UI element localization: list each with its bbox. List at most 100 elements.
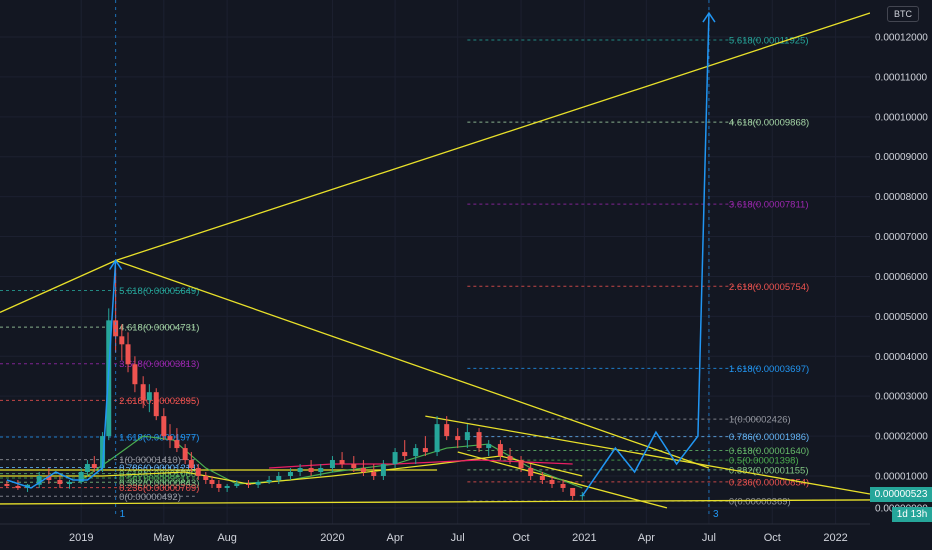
- vertical-marker-label: 1: [120, 509, 126, 520]
- last-price-label: 0.00000523: [870, 487, 932, 502]
- trendline: [115, 259, 710, 469]
- candle-body: [78, 472, 84, 482]
- price-tick-label: 0.00008000: [875, 192, 928, 203]
- candle-body: [276, 476, 282, 480]
- candle-body: [402, 452, 408, 457]
- fib-left-level-label: 0.382(0.00000843): [119, 478, 199, 489]
- candle-body: [464, 432, 470, 441]
- fib-left-level-label: 0.236(0.00000709): [119, 483, 199, 494]
- candle-body: [188, 460, 194, 469]
- candle-body: [100, 436, 106, 469]
- fibonacci-extensions[interactable]: 5.618(0.00005649) 4.618(0.00004731) 3.618(…: [0, 35, 809, 508]
- fib-left-level-label: 1(0.00001410): [119, 455, 181, 466]
- candle-body: [444, 424, 450, 437]
- vertical-marker-label: 3: [713, 509, 719, 520]
- candle-body: [528, 468, 534, 476]
- candle-body: [209, 479, 215, 484]
- candle-body: [422, 448, 428, 453]
- candle-body: [539, 476, 545, 480]
- candle-body: [287, 472, 293, 476]
- time-tick-label: May: [153, 532, 174, 544]
- candle-body: [195, 468, 201, 476]
- candle-body: [518, 460, 524, 469]
- candle-body: [371, 472, 377, 476]
- fib-right-level-label: 2.618(0.00005754): [729, 282, 809, 293]
- candle-body: [318, 468, 324, 473]
- candle-body: [360, 468, 366, 473]
- candle-body: [255, 481, 261, 485]
- time-tick-label: 2020: [320, 532, 344, 544]
- symbol-badge[interactable]: BTC: [887, 6, 919, 22]
- fib-left-level-label: 0(0.00000492): [119, 492, 181, 503]
- candle-body: [91, 464, 97, 469]
- time-tick-label: Apr: [638, 532, 655, 544]
- candle-body: [224, 485, 230, 488]
- trendline: [115, 12, 871, 262]
- price-tick-label: 0.00009000: [875, 152, 928, 163]
- candle-body: [182, 448, 188, 461]
- candle-body: [339, 460, 345, 465]
- trendline: [0, 259, 116, 313]
- price-tick-label: 0.00005000: [875, 312, 928, 323]
- projection-arrowhead: [702, 11, 716, 23]
- price-tick-label: 0.00011000: [875, 72, 928, 83]
- fib-right-level-label: 1(0.00002426): [729, 415, 791, 426]
- time-tick-label: 2019: [69, 532, 93, 544]
- fib-right-level-label: 4.618(0.00009868): [729, 118, 809, 129]
- candle-body: [15, 485, 21, 488]
- time-tick-label: Oct: [764, 532, 781, 544]
- fib-left-level-label: 0.5(0.00000951): [119, 473, 189, 484]
- candle-body: [161, 416, 167, 437]
- candle-body: [146, 392, 152, 401]
- price-tick-label: 0.00003000: [875, 392, 928, 403]
- projection-path: [6, 260, 117, 489]
- time-tick-label: Jul: [451, 532, 465, 544]
- candle-body: [549, 479, 555, 484]
- trendline: [425, 415, 871, 495]
- candle-body: [4, 483, 10, 486]
- candle-body: [167, 436, 173, 441]
- fib-left-level-label: 4.618(0.00004731): [119, 323, 199, 334]
- fib-left-level-label: 0.618(0.00001060): [119, 469, 199, 480]
- moving-average-line: [269, 459, 573, 469]
- price-tick-label: 0.00007000: [875, 232, 928, 243]
- candle-body: [380, 464, 386, 476]
- time-tick-label: Jul: [702, 532, 716, 544]
- candle-body: [174, 440, 180, 449]
- candle-body: [476, 432, 482, 449]
- price-tick-label: 0.00002000: [875, 432, 928, 443]
- candle-body: [119, 336, 125, 345]
- fib-right-level-label: 0(0.00000369): [729, 497, 791, 508]
- fib-left-level-label: 2.618(0.00002895): [119, 396, 199, 407]
- fib-left-level-label: 0.786(0.00001214): [119, 463, 199, 474]
- candle-body: [125, 344, 131, 365]
- candle-body: [153, 392, 159, 417]
- candle-body: [560, 483, 566, 488]
- candle-body: [113, 320, 119, 337]
- candle-body: [486, 444, 492, 449]
- candle-body: [266, 479, 272, 482]
- candle-body: [84, 464, 90, 473]
- time-axis[interactable]: 2019 May Aug 2020 Apr Jul Oct 2021 Apr Jul Oct 2022: [69, 532, 848, 544]
- candlesticks: [4, 268, 585, 500]
- projection-paths[interactable]: [6, 11, 716, 497]
- fib-right-level-label: 0.786(0.00001986): [729, 432, 809, 443]
- price-tick-label: 0.00006000: [875, 272, 928, 283]
- candle-body: [297, 468, 303, 473]
- price-tick-label: 0.00004000: [875, 352, 928, 363]
- time-axis-bg: [0, 524, 932, 550]
- price-tick-label: 0.00012000: [875, 33, 928, 44]
- candle-body: [507, 456, 513, 461]
- candle-body: [392, 452, 398, 465]
- fib-right-level-label: 5.618(0.00011925): [729, 35, 809, 46]
- candle-body: [57, 479, 63, 484]
- countdown-label: 1d 13h: [892, 507, 932, 522]
- fib-right-level-label: 0.382(0.00001155): [729, 465, 809, 476]
- fib-right-level-label: 3.618(0.00007811): [729, 200, 809, 211]
- time-tick-label: Apr: [387, 532, 404, 544]
- candle-body: [351, 464, 357, 469]
- price-tick-label: 0.00001000: [875, 472, 928, 483]
- candle-body: [308, 468, 314, 473]
